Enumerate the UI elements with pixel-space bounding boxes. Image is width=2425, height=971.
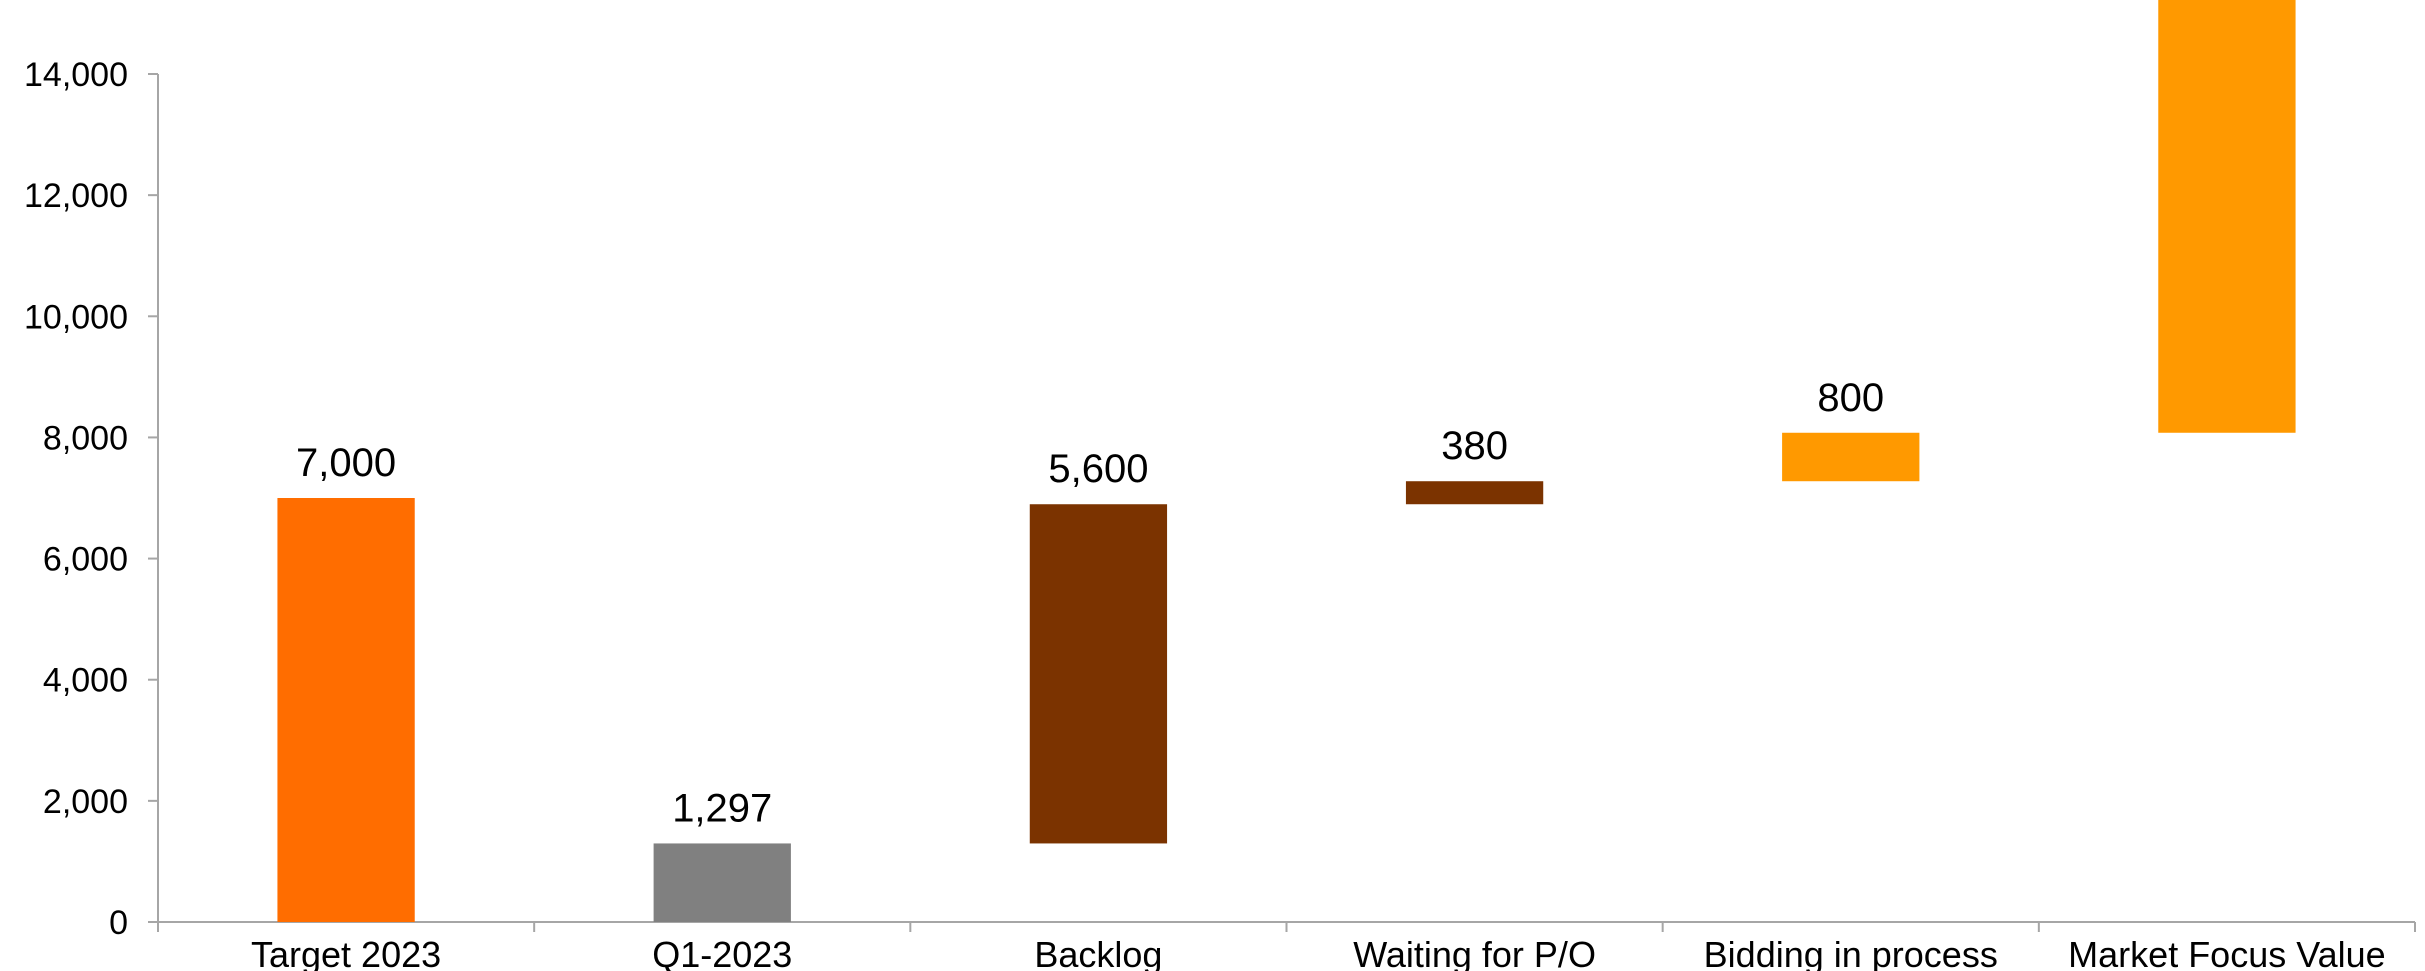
y-tick-label: 2,000 — [43, 783, 128, 821]
y-tick-label: 8,000 — [43, 419, 128, 457]
bar-value-label: 1,297 — [672, 786, 772, 830]
x-axis: Target 2023 Q1-2023 Backlog Waiting for P/O… — [157, 921, 2416, 971]
bar — [1782, 432, 1920, 482]
bar — [277, 498, 415, 922]
y-tick-label: 6,000 — [43, 541, 128, 579]
bar-value-label: 7,000 — [296, 441, 396, 485]
x-category-label: Bidding in process — [1704, 934, 1998, 971]
x-category-label: Waiting for P/O — [1353, 934, 1596, 971]
y-tick-label: 10,000 — [24, 298, 128, 336]
y-tick-label: 12,000 — [24, 177, 128, 215]
bar-value-label: 800 — [1817, 376, 1884, 420]
bars — [277, 0, 2296, 922]
x-category-label: Market Focus Value — [2068, 934, 2385, 971]
x-category-label: Q1-2023 — [652, 934, 792, 971]
y-tick-label: 14,000 — [24, 56, 128, 94]
bar-value-label: 5,600 — [1048, 447, 1148, 491]
bar-value-label: 380 — [1441, 424, 1508, 468]
bar — [2158, 0, 2296, 433]
x-category-label: Target 2023 — [251, 934, 441, 971]
bar — [1405, 481, 1544, 505]
x-category-label: Backlog — [1034, 934, 1162, 971]
bar — [653, 843, 791, 922]
y-tick-label: 0 — [109, 904, 128, 942]
y-axis: 0 2,000 4,000 6,000 8,000 10,000 12,000 14,000 — [24, 56, 159, 942]
bar — [1029, 504, 1168, 844]
y-tick-label: 4,000 — [43, 662, 128, 700]
